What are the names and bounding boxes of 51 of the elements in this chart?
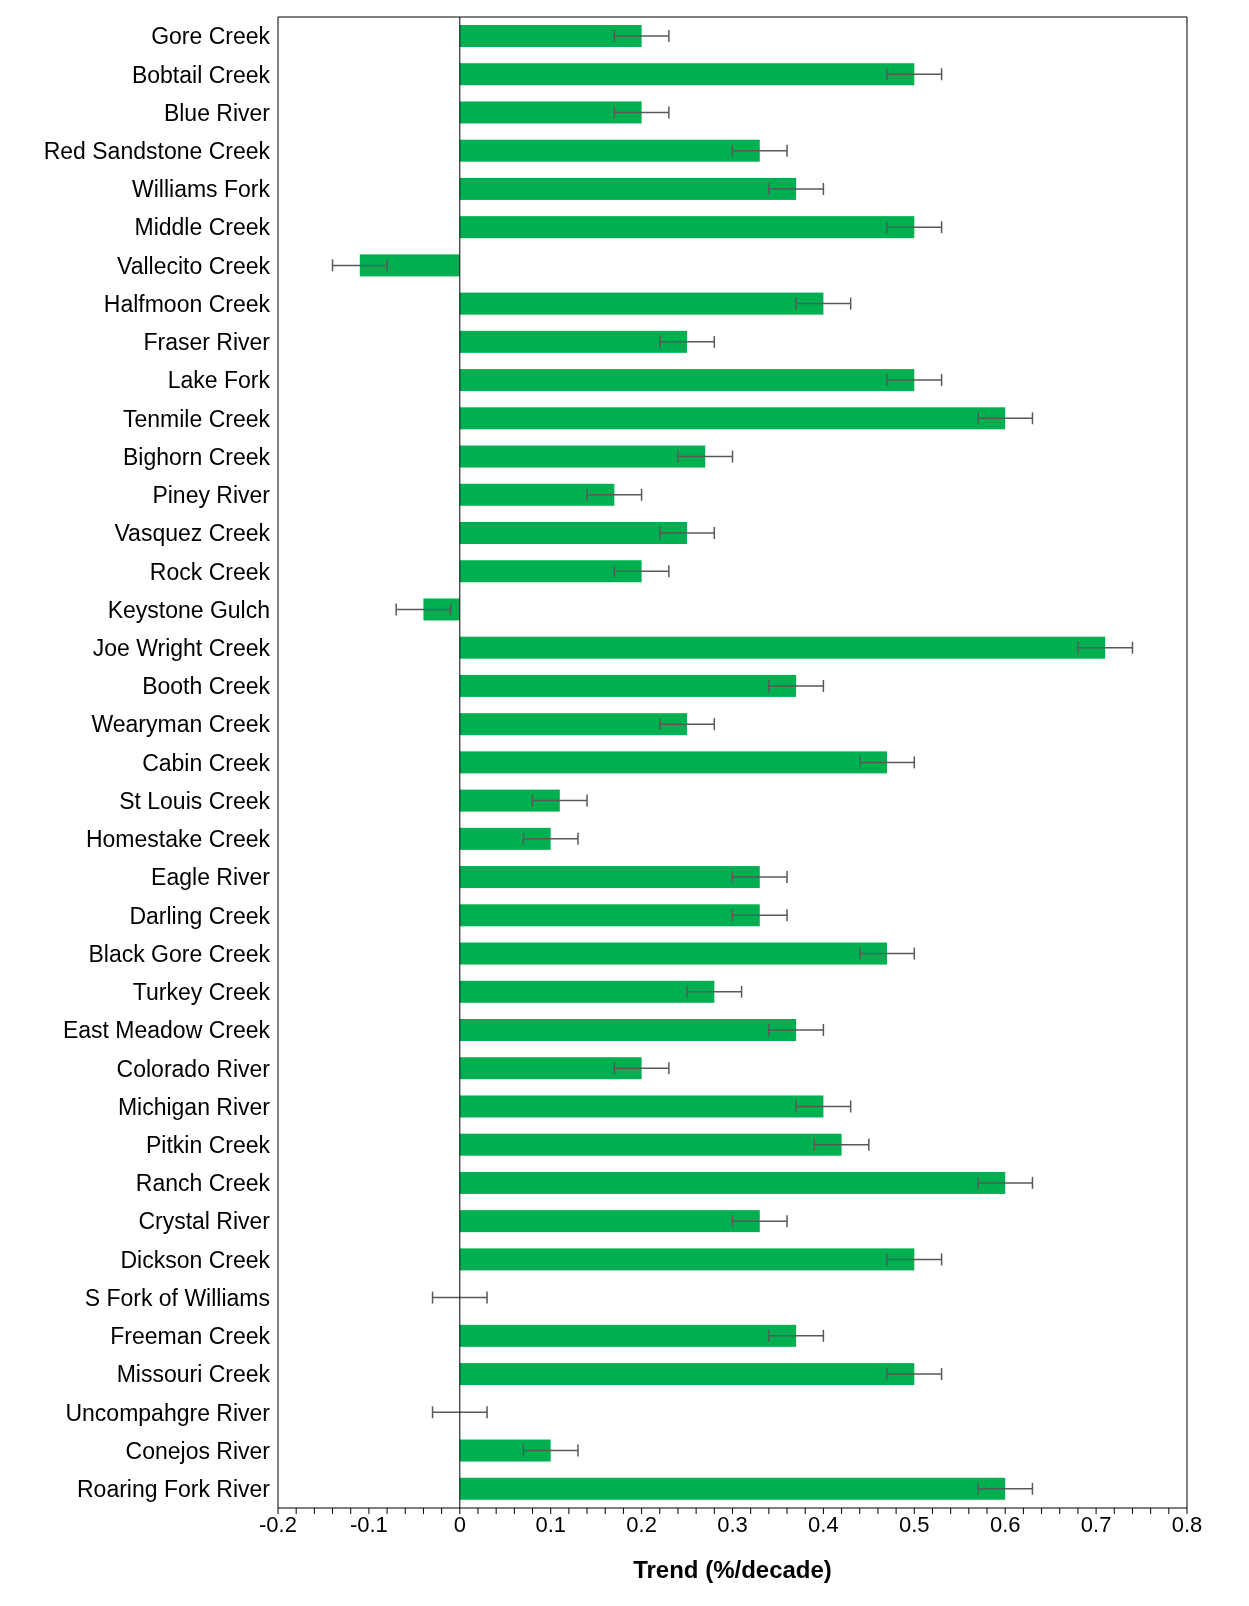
y-tick-label: Williams Fork <box>132 176 271 203</box>
y-tick-label: Ranch Creek <box>135 1170 271 1197</box>
y-tick-label: Missouri Creek <box>116 1361 271 1388</box>
y-tick-label: Bobtail Creek <box>131 61 271 88</box>
y-tick-label: Darling Creek <box>129 902 271 929</box>
x-tick-label: -0.2 <box>259 1511 297 1537</box>
y-tick-label: Keystone Gulch <box>107 596 270 623</box>
y-tick-label: Blue River <box>163 99 271 126</box>
y-tick-label: Vasquez Creek <box>114 520 271 547</box>
y-tick-label: St Louis Creek <box>119 787 271 814</box>
y-tick-label: Booth Creek <box>142 673 271 700</box>
y-tick-label: Joe Wright Creek <box>92 634 271 661</box>
y-tick-label: S Fork of Williams <box>84 1284 270 1311</box>
y-tick-label: Michigan River <box>117 1093 271 1120</box>
y-tick-label: Conejos River <box>125 1437 271 1464</box>
y-tick-label: Vallecito Creek <box>117 252 271 279</box>
x-tick-label: 0.3 <box>717 1511 748 1537</box>
y-tick-label: Bighorn Creek <box>122 443 271 470</box>
y-tick-label: Pitkin Creek <box>146 1131 271 1158</box>
y-tick-label: East Meadow Creek <box>62 1017 271 1044</box>
y-tick-label: Homestake Creek <box>85 826 271 853</box>
y-tick-label: Lake Fork <box>167 367 271 394</box>
y-tick-label: Halfmoon Creek <box>103 290 271 317</box>
y-tick-label: Wearyman Creek <box>91 711 271 738</box>
y-tick-label: Gore Creek <box>151 23 271 50</box>
x-tick-label: 0.7 <box>1080 1511 1112 1537</box>
x-tick-label: -0.1 <box>349 1511 388 1537</box>
y-tick-label: Crystal River <box>138 1208 271 1235</box>
x-tick-label: 0 <box>453 1511 466 1537</box>
y-tick-label: Cabin Creek <box>142 749 271 776</box>
x-axis-title: Trend (%/decade) <box>633 1556 832 1583</box>
y-tick-label: Red Sandstone Creek <box>43 137 271 164</box>
x-tick-label: 0.4 <box>808 1511 839 1537</box>
x-tick-label: 0.1 <box>535 1511 566 1537</box>
y-tick-label: Piney River <box>152 482 271 509</box>
y-tick-label: Colorado River <box>116 1055 271 1082</box>
x-tick-label: 0.6 <box>989 1511 1021 1537</box>
y-tick-label: Uncompahgre River <box>65 1399 271 1426</box>
y-tick-label: Black Gore Creek <box>88 940 271 967</box>
y-tick-label: Turkey Creek <box>132 979 271 1006</box>
y-tick-label: Middle Creek <box>134 214 271 241</box>
y-tick-label: Freeman Creek <box>110 1323 271 1350</box>
y-tick-label: Tenmile Creek <box>123 405 271 432</box>
y-tick-label: Fraser River <box>143 329 271 356</box>
x-tick-label: 0.8 <box>1171 1511 1203 1537</box>
x-tick-label: 0.2 <box>626 1511 657 1537</box>
y-tick-label: Rock Creek <box>149 558 271 585</box>
x-tick-label: 0.5 <box>899 1511 930 1537</box>
y-tick-label: Dickson Creek <box>120 1246 271 1273</box>
y-tick-label: Roaring Fork River <box>77 1476 271 1503</box>
y-tick-label: Eagle River <box>151 864 271 891</box>
